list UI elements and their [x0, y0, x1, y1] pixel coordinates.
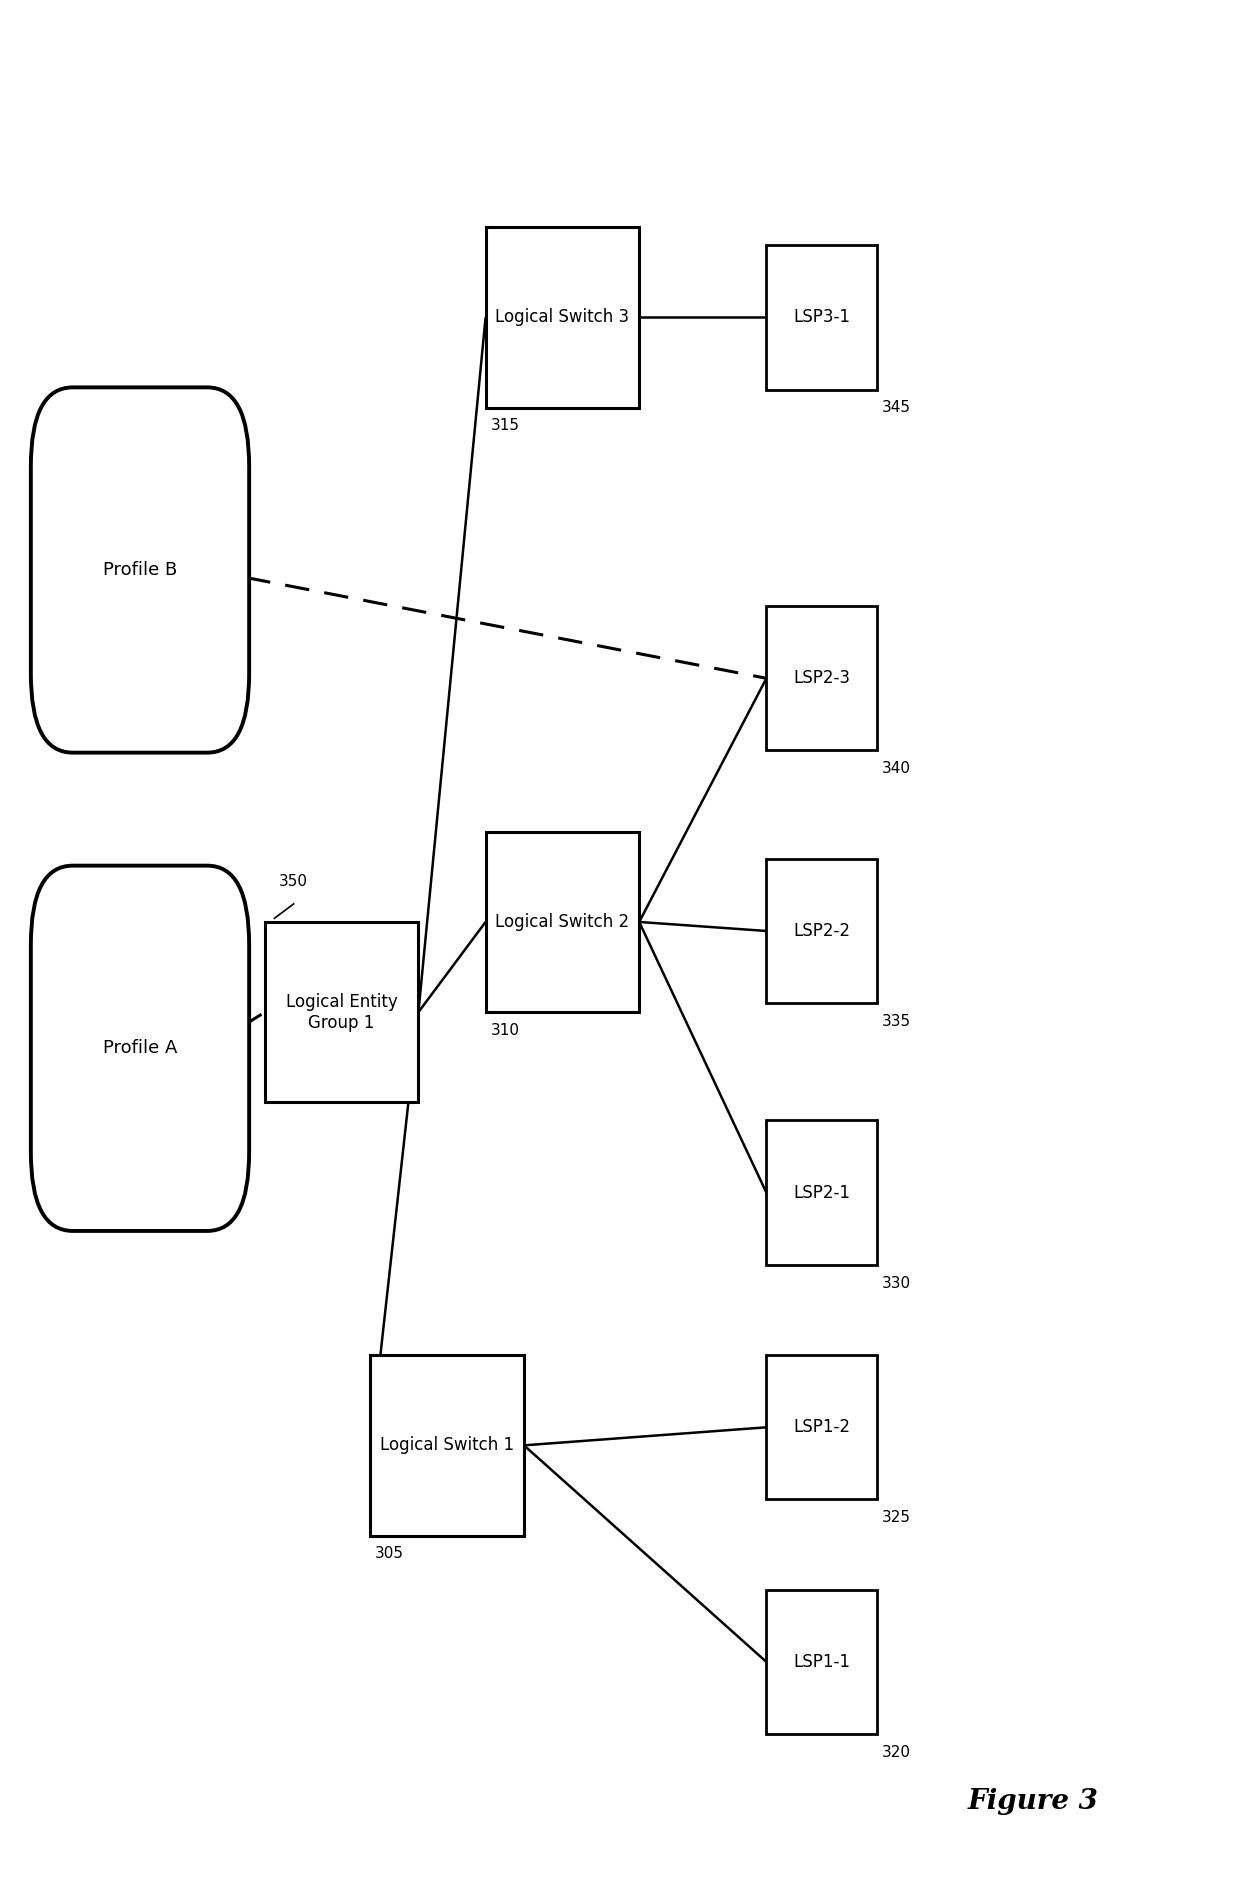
Text: LSP2-1: LSP2-1 — [794, 1184, 851, 1201]
Text: 305: 305 — [376, 1547, 404, 1562]
Text: 350: 350 — [279, 874, 309, 889]
Text: 325: 325 — [882, 1510, 910, 1525]
Text: LSP1-1: LSP1-1 — [794, 1653, 851, 1671]
FancyBboxPatch shape — [31, 387, 249, 752]
FancyBboxPatch shape — [486, 227, 639, 408]
FancyBboxPatch shape — [766, 1355, 877, 1500]
Text: LSP1-2: LSP1-2 — [794, 1418, 851, 1436]
Text: 310: 310 — [490, 1023, 520, 1038]
Text: Logical Entity
Group 1: Logical Entity Group 1 — [285, 993, 398, 1032]
Text: 330: 330 — [882, 1277, 910, 1292]
Text: LSP2-3: LSP2-3 — [794, 669, 851, 688]
Text: 320: 320 — [882, 1745, 910, 1760]
FancyBboxPatch shape — [486, 831, 639, 1011]
Text: 340: 340 — [882, 761, 910, 776]
Text: Profile A: Profile A — [103, 1040, 177, 1057]
Text: Logical Switch 1: Logical Switch 1 — [381, 1436, 515, 1455]
Text: 335: 335 — [882, 1013, 910, 1028]
Text: Profile B: Profile B — [103, 560, 177, 579]
FancyBboxPatch shape — [766, 605, 877, 750]
FancyBboxPatch shape — [265, 921, 418, 1102]
Text: Logical Switch 3: Logical Switch 3 — [495, 308, 630, 327]
FancyBboxPatch shape — [766, 859, 877, 1004]
FancyBboxPatch shape — [31, 865, 249, 1231]
FancyBboxPatch shape — [766, 244, 877, 389]
Text: Logical Switch 2: Logical Switch 2 — [495, 914, 630, 931]
Text: LSP2-2: LSP2-2 — [794, 921, 851, 940]
FancyBboxPatch shape — [766, 1590, 877, 1733]
Text: Figure 3: Figure 3 — [967, 1788, 1099, 1816]
Text: LSP3-1: LSP3-1 — [794, 308, 851, 327]
FancyBboxPatch shape — [766, 1120, 877, 1265]
Text: 315: 315 — [490, 419, 520, 434]
FancyBboxPatch shape — [371, 1355, 525, 1536]
Text: 345: 345 — [882, 400, 910, 415]
